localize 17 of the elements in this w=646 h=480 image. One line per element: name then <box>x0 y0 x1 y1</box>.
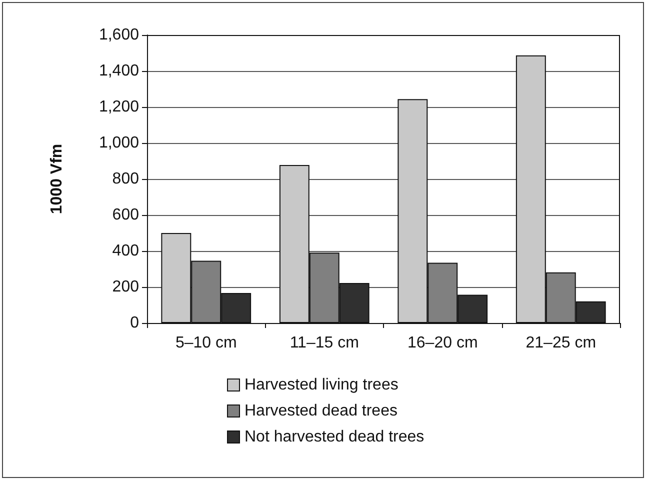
x-tick-label: 21–25 cm <box>526 334 596 352</box>
y-tick-label: 0 <box>130 314 140 332</box>
legend-label: Harvested living trees <box>244 376 398 394</box>
y-tick-label: 800 <box>112 170 140 188</box>
y-axis-title: 1000 Vfm <box>48 144 66 214</box>
y-tick-label: 1,400 <box>98 62 140 80</box>
y-tick-label: 400 <box>112 242 140 260</box>
y-tick-label: 1,600 <box>98 26 140 44</box>
y-tick-label: 200 <box>112 278 140 296</box>
x-tick-label: 11–15 cm <box>290 334 359 352</box>
x-tick-label: 5–10 cm <box>175 334 237 352</box>
y-tick-label: 1,200 <box>98 98 140 116</box>
x-tick-label: 16–20 cm <box>407 334 478 352</box>
legend-label: Harvested dead trees <box>244 402 398 420</box>
y-tick-label: 1,000 <box>98 134 140 152</box>
y-tick-label: 600 <box>112 206 140 224</box>
legend-label: Not harvested dead trees <box>244 428 424 446</box>
